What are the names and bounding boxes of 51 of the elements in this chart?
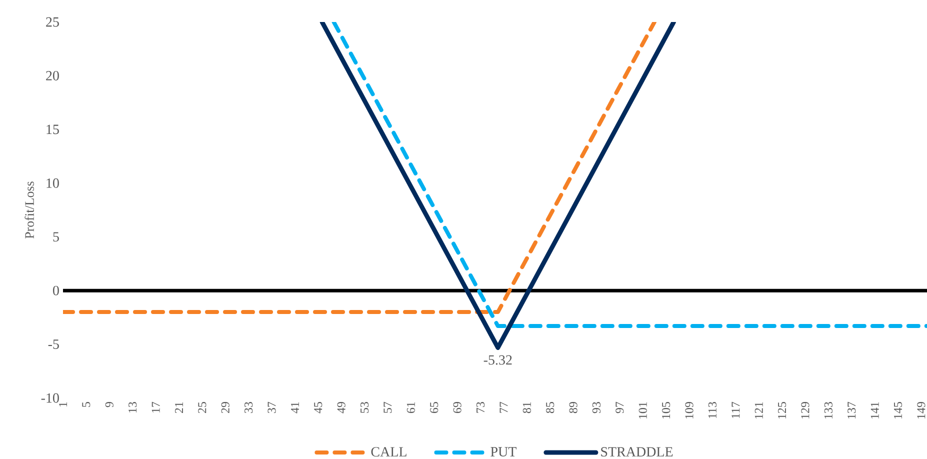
x-tick-label: 33 [244,402,253,413]
x-tick-label: 41 [290,402,299,414]
x-tick-label: 53 [360,402,369,413]
x-tick-label: 113 [708,402,716,418]
x-tick-label: 13 [128,402,137,412]
x-tick-label: 81 [522,402,531,414]
y-tick-label: 25 [46,17,59,27]
x-tick-label: 145 [894,402,902,418]
x-tick-label: 61 [406,402,415,414]
y-tick-label: 20 [46,70,59,80]
x-tick-label: 25 [198,402,206,413]
y-tick-label: 10 [46,178,59,188]
x-tick-label: 93 [592,402,601,414]
x-tick-label: 133 [824,402,832,418]
y-axis-title: Profit/Loss [24,182,34,239]
x-tick-label: 85 [546,402,554,414]
x-tick-label: 105 [662,402,670,418]
x-tick-label: 65 [430,402,438,414]
legend-label: CALL [371,447,406,457]
x-tick-label: 125 [778,402,786,418]
x-tick-label: 129 [801,402,810,418]
legend-label: STRADDLE [601,447,673,457]
x-tick-label: 49 [337,402,346,414]
x-tick-label: 17 [152,402,160,412]
x-tick-label: 57 [384,402,392,413]
x-tick-label: 89 [569,402,578,414]
y-tick-label: 0 [53,286,59,296]
x-tick-label: 97 [616,402,624,414]
x-tick-label: 109 [685,402,694,418]
data-label: -5.32 [484,355,512,365]
x-tick-label: 29 [221,402,230,413]
x-tick-label: 5 [82,402,90,407]
x-tick-label: 21 [174,402,183,413]
x-tick-label: 9 [105,402,114,408]
x-tick-label: 45 [314,402,322,414]
legend-label: PUT [490,447,516,456]
y-tick-label: 5 [53,232,59,242]
x-tick-label: 37 [268,402,276,413]
x-tick-label: 77 [500,402,508,413]
y-tick-label: -5 [48,340,59,349]
x-tick-label: 121 [754,402,763,418]
x-tick-label: 73 [476,402,485,413]
x-tick-label: 69 [453,402,462,414]
x-tick-label: 137 [848,402,856,418]
y-tick-label: 15 [46,124,59,134]
x-tick-label: 101 [638,402,647,418]
x-tick-label: 149 [917,402,926,418]
y-tick-label: -10 [41,393,59,403]
x-tick-label: 141 [870,402,879,418]
x-tick-label: 117 [732,402,740,418]
x-tick-label: 1 [59,402,67,406]
